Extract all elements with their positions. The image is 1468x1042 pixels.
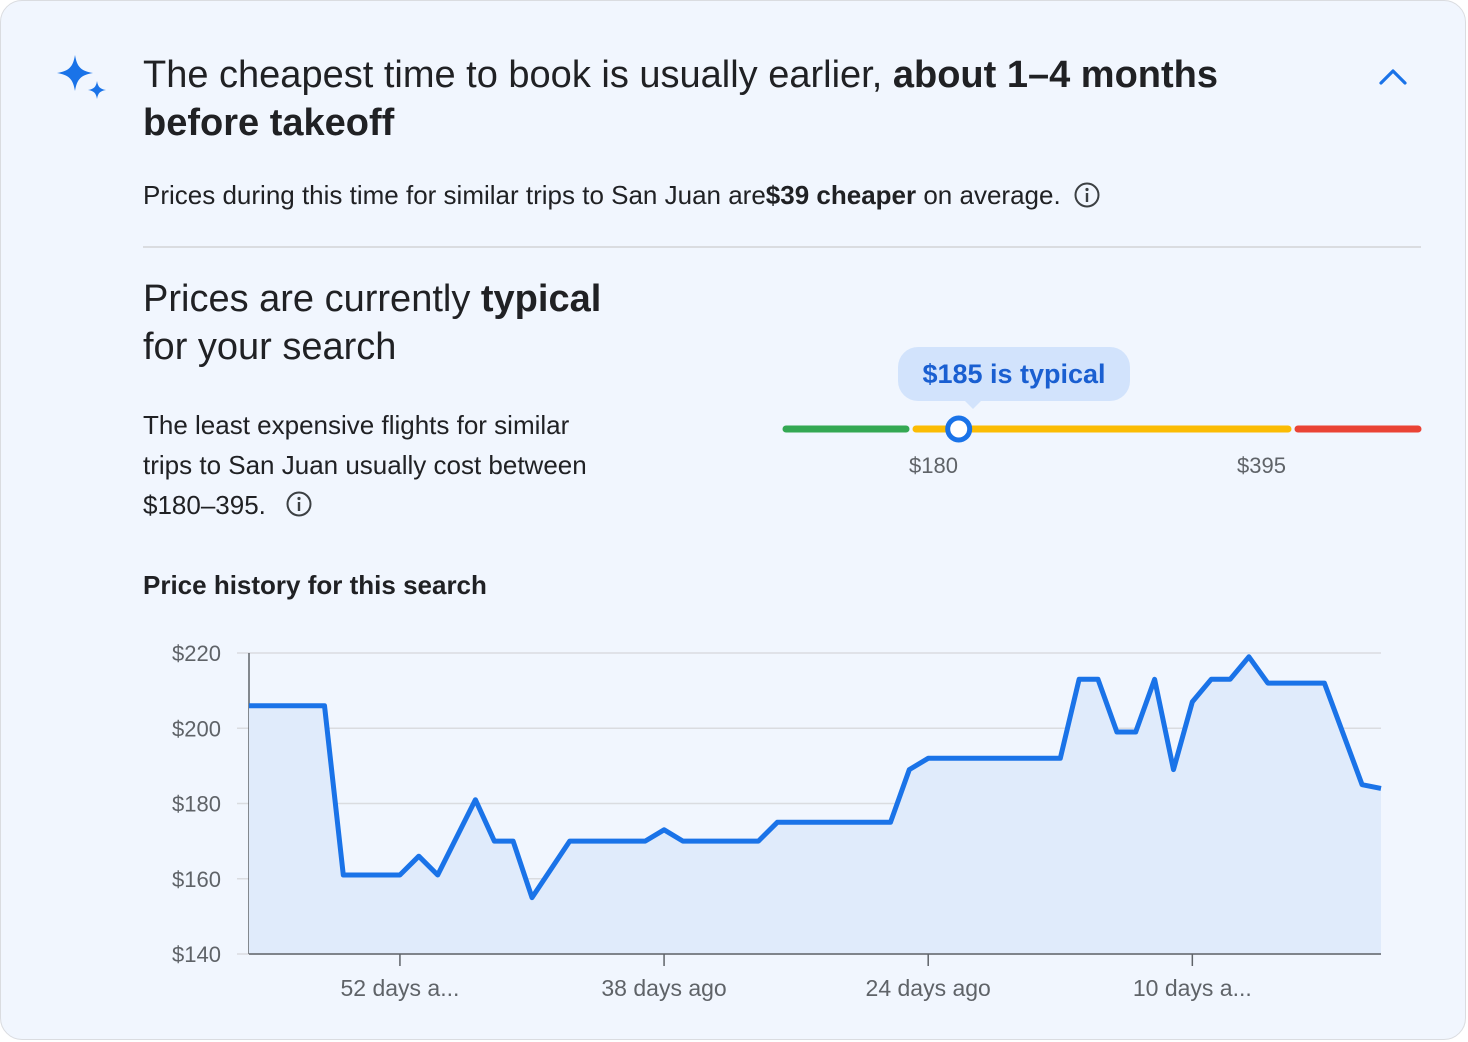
y-tick-label: $180 bbox=[172, 792, 221, 817]
status-title-text: Prices are currently bbox=[143, 278, 481, 320]
price-area-fill bbox=[249, 656, 1381, 954]
savings-amount: $39 cheaper bbox=[765, 180, 917, 210]
y-tick-label: $200 bbox=[172, 716, 221, 741]
current-price-marker bbox=[945, 415, 973, 443]
x-tick-label: 10 days a... bbox=[1133, 975, 1252, 1001]
range-high-label: $395 bbox=[1237, 453, 1286, 478]
typical-price-bubble: $185 is typical bbox=[898, 347, 1130, 401]
headline-emphasis: about 1–4 months before takeoff bbox=[143, 54, 1218, 144]
headline-text: The cheapest time to book is usually ear… bbox=[143, 54, 893, 96]
savings-summary: Prices during this time for similar trip… bbox=[143, 177, 1101, 213]
sparkle-icon bbox=[57, 55, 106, 99]
x-tick-label: 24 days ago bbox=[866, 975, 991, 1001]
status-title-emphasis: typical bbox=[480, 278, 602, 320]
price-range-bar bbox=[782, 415, 1422, 443]
typical-price-label: $185 is typical bbox=[922, 358, 1106, 389]
x-tick-label: 52 days a... bbox=[340, 975, 459, 1001]
bubble-pointer bbox=[963, 399, 983, 409]
collapse-button[interactable] bbox=[1371, 57, 1415, 97]
info-icon[interactable] bbox=[285, 490, 313, 518]
range-description-text: The least expensive flights for similar … bbox=[143, 410, 587, 520]
price-range-description: The least expensive flights for similar … bbox=[143, 405, 603, 525]
price-history-line bbox=[249, 654, 1382, 901]
divider bbox=[143, 246, 1421, 248]
x-tick-label: 38 days ago bbox=[601, 975, 726, 1001]
savings-text-post: on average. bbox=[916, 180, 1061, 210]
chevron-up-icon bbox=[1379, 69, 1407, 85]
y-tick-label: $140 bbox=[172, 942, 221, 967]
price-status-title: Prices are currently typical for your se… bbox=[143, 275, 703, 371]
savings-text-pre: Prices during this time for similar trip… bbox=[143, 180, 766, 210]
price-history-title: Price history for this search bbox=[143, 570, 487, 600]
info-icon[interactable] bbox=[1073, 181, 1101, 209]
status-title-line2: for your search bbox=[143, 326, 397, 368]
range-low-label: $180 bbox=[909, 453, 958, 478]
booking-insight-headline: The cheapest time to book is usually ear… bbox=[143, 51, 1303, 147]
y-tick-label: $160 bbox=[172, 867, 221, 892]
price-history-chart: $220 $200 $180 $160 $140 52 days a... 38 days … bbox=[172, 641, 1382, 1001]
y-tick-label: $220 bbox=[172, 641, 221, 666]
